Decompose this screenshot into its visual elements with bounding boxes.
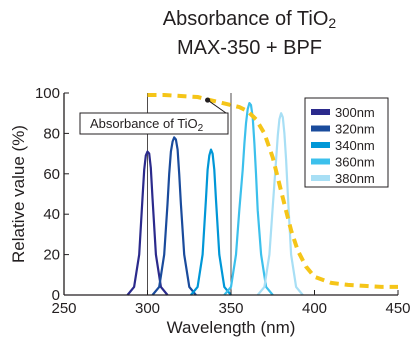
tio2-annotation: Absorbance of TiO2 xyxy=(79,97,229,135)
series-line-340nm xyxy=(190,148,232,296)
y-axis-label: Relative value (%) xyxy=(9,125,28,263)
annotation-text: Absorbance of TiO2 xyxy=(90,116,204,134)
annotation-leader-line xyxy=(207,99,227,114)
series-line-380nm xyxy=(256,112,304,296)
y-tick-label-100: 100 xyxy=(35,85,60,102)
chart-title-line-2: MAX-350 + BPF xyxy=(176,37,323,59)
legend-label-300nm: 300nm xyxy=(335,105,375,120)
legend-swatch-300nm xyxy=(311,109,330,115)
series-line-360nm xyxy=(223,101,274,296)
x-tick-label-450: 450 xyxy=(385,300,410,317)
legend-label-360nm: 360nm xyxy=(335,155,375,170)
axes-layer xyxy=(63,92,399,296)
series-layer xyxy=(126,93,398,296)
y-tick-label-0: 0 xyxy=(52,287,60,304)
series-line-tio2-absorbance xyxy=(147,93,398,289)
x-tick-label-250: 250 xyxy=(51,300,76,317)
x-tick-label-300: 300 xyxy=(135,300,160,317)
y-tick-label-20: 20 xyxy=(43,247,60,264)
chart-title-subscript: 2 xyxy=(328,15,337,31)
chart-title-line-1: Absorbance of TiO2 xyxy=(44,7,411,35)
x-tick-label-350: 350 xyxy=(218,300,243,317)
legend-label-320nm: 320nm xyxy=(335,122,375,137)
annotation-box xyxy=(79,112,229,135)
series-line-300nm xyxy=(126,150,169,296)
legend-swatch-360nm xyxy=(311,158,330,165)
annotation-text-main: Absorbance of TiO xyxy=(90,116,198,131)
legend-label-380nm: 380nm xyxy=(335,171,375,186)
legend-swatch-340nm xyxy=(311,142,330,148)
series-line-320nm xyxy=(151,136,197,296)
legend-swatch-320nm xyxy=(311,125,330,132)
y-tick-label-40: 40 xyxy=(43,206,60,223)
legend-label-340nm: 340nm xyxy=(335,138,375,153)
y-tick-label-60: 60 xyxy=(43,166,60,183)
y-tick-label-80: 80 xyxy=(43,125,60,142)
annotation-marker-dot xyxy=(205,97,211,103)
chart-title-main: Absorbance of TiO xyxy=(162,8,329,30)
x-axis-label: Wavelength (nm) xyxy=(167,318,296,337)
annotation-text-subscript: 2 xyxy=(198,123,204,134)
legend-swatch-380nm xyxy=(311,175,330,181)
tick-labels: 0 20 40 60 80 100 250 300 350 400 450 xyxy=(35,85,411,317)
x-tick-label-400: 400 xyxy=(302,300,327,317)
